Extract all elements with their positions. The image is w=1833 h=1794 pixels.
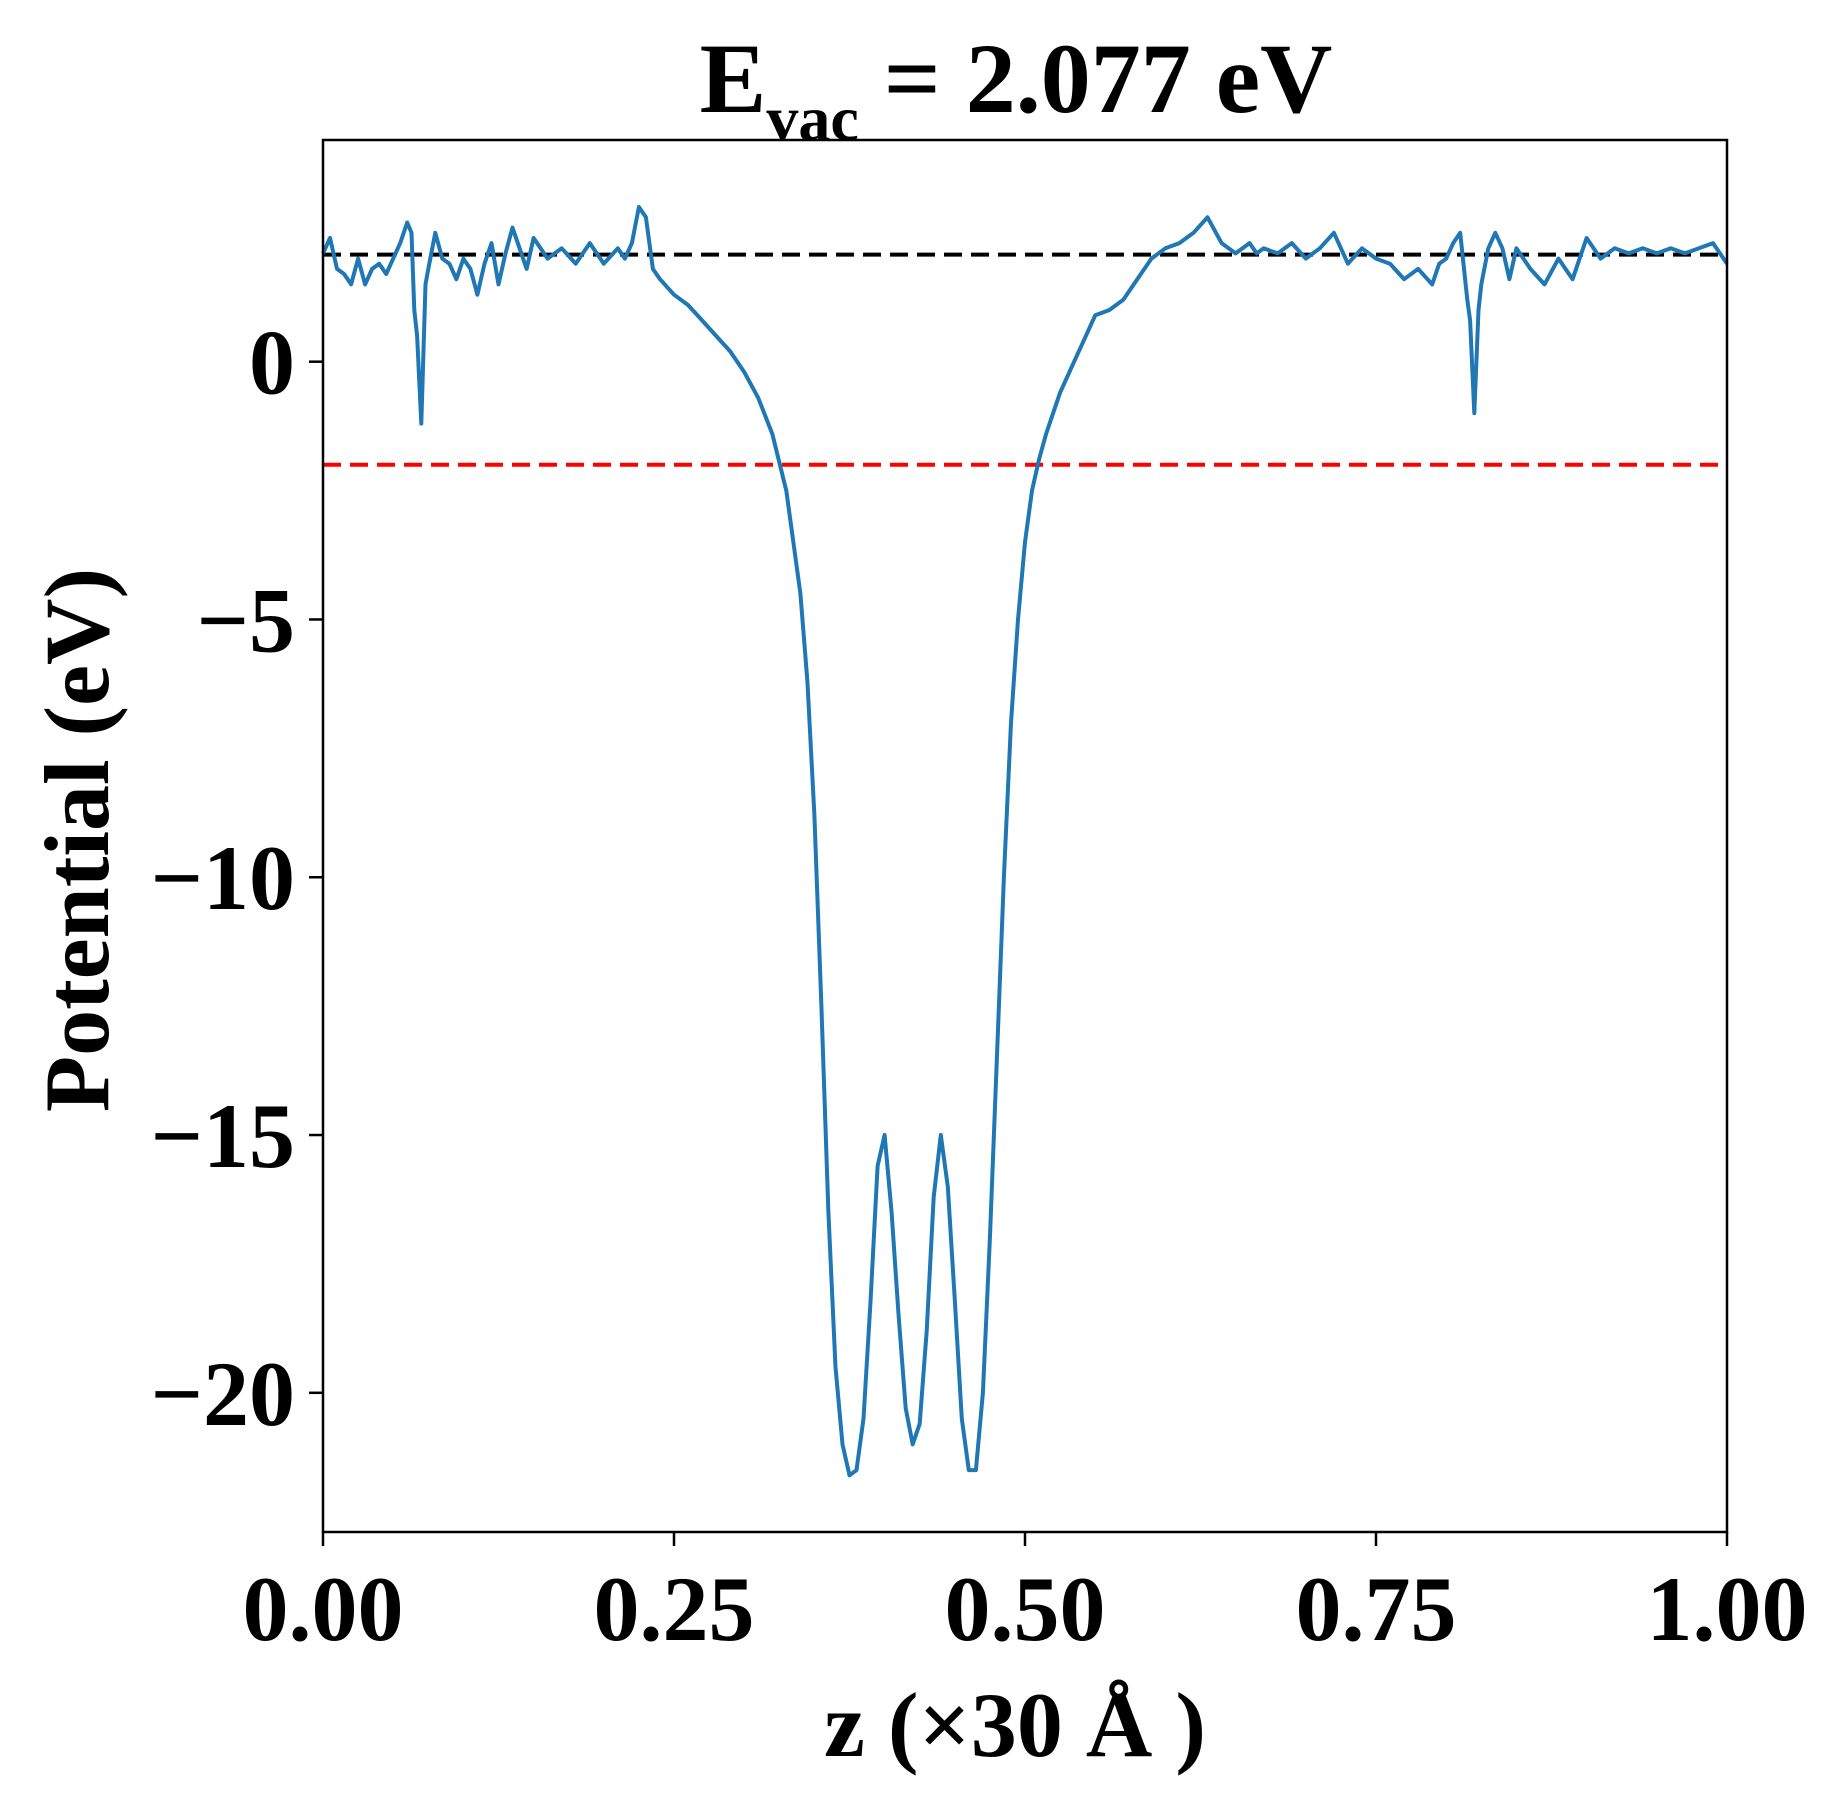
y-axis-label: Potential (eV) (26, 568, 128, 1112)
x-tick-label: 0.25 (594, 1558, 755, 1660)
chart-title: Evac = 2.077 eV (700, 23, 1333, 154)
title-subscript: vac (766, 83, 858, 154)
x-tick-label: 0.75 (1296, 1558, 1457, 1660)
y-tick-label: 0 (249, 312, 295, 414)
plot-area: 0.00 0.25 0.50 0.75 1.00 0 −5 −10 −15 −20 (151, 138, 1808, 1660)
series-line-0 (321, 205, 1729, 1478)
x-axis-label: z (×30 Å ) (824, 1674, 1206, 1776)
y-tick-label: −15 (151, 1085, 295, 1187)
y-tick-label: −10 (151, 827, 295, 929)
plot-frame (321, 138, 1729, 1534)
x-tick-label: 0.00 (243, 1558, 404, 1660)
y-tick-label: −5 (197, 569, 295, 671)
x-tick-label: 0.50 (945, 1558, 1106, 1660)
x-tick-label: 1.00 (1647, 1558, 1808, 1660)
title-main: E (700, 23, 767, 134)
y-tick-label: −20 (151, 1343, 295, 1445)
title-rest: = 2.077 eV (859, 23, 1333, 134)
